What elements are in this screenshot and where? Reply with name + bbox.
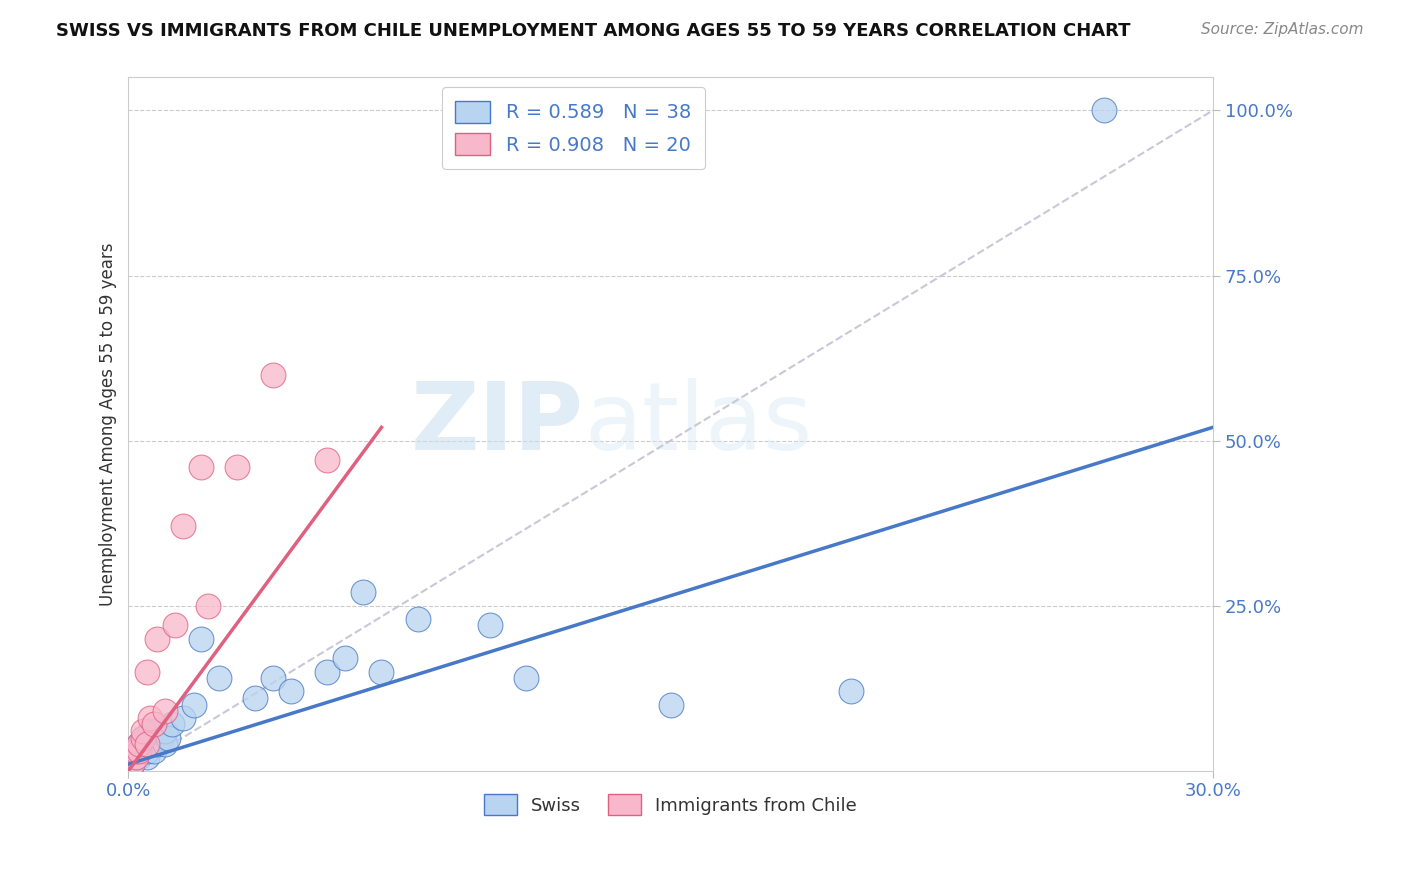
Point <box>190 460 212 475</box>
Point <box>160 717 183 731</box>
Point <box>262 368 284 382</box>
Point <box>125 750 148 764</box>
Point <box>135 744 157 758</box>
Point <box>208 671 231 685</box>
Point <box>243 691 266 706</box>
Point <box>316 453 339 467</box>
Point <box>121 757 143 772</box>
Point <box>153 724 176 739</box>
Point <box>280 684 302 698</box>
Point <box>121 757 143 772</box>
Text: ZIP: ZIP <box>411 378 583 470</box>
Point <box>128 737 150 751</box>
Point <box>197 599 219 613</box>
Point <box>135 665 157 679</box>
Point <box>132 731 155 745</box>
Point <box>128 750 150 764</box>
Y-axis label: Unemployment Among Ages 55 to 59 years: Unemployment Among Ages 55 to 59 years <box>100 243 117 606</box>
Point <box>165 618 187 632</box>
Point <box>183 698 205 712</box>
Point <box>153 704 176 718</box>
Point <box>262 671 284 685</box>
Point <box>478 618 501 632</box>
Point <box>172 519 194 533</box>
Point <box>128 744 150 758</box>
Point <box>125 744 148 758</box>
Point <box>139 737 162 751</box>
Point <box>157 731 180 745</box>
Point <box>139 724 162 739</box>
Legend: Swiss, Immigrants from Chile: Swiss, Immigrants from Chile <box>475 785 866 824</box>
Point <box>146 724 169 739</box>
Point <box>406 612 429 626</box>
Point <box>146 632 169 646</box>
Point <box>370 665 392 679</box>
Point <box>125 744 148 758</box>
Point <box>135 737 157 751</box>
Point <box>841 684 863 698</box>
Point <box>135 731 157 745</box>
Point <box>132 724 155 739</box>
Point <box>172 711 194 725</box>
Point <box>142 744 165 758</box>
Text: Source: ZipAtlas.com: Source: ZipAtlas.com <box>1201 22 1364 37</box>
Point <box>153 737 176 751</box>
Point <box>132 731 155 745</box>
Point <box>352 585 374 599</box>
Point <box>132 744 155 758</box>
Point <box>142 717 165 731</box>
Point <box>135 750 157 764</box>
Point <box>1092 103 1115 118</box>
Point <box>139 711 162 725</box>
Point <box>659 698 682 712</box>
Text: SWISS VS IMMIGRANTS FROM CHILE UNEMPLOYMENT AMONG AGES 55 TO 59 YEARS CORRELATIO: SWISS VS IMMIGRANTS FROM CHILE UNEMPLOYM… <box>56 22 1130 40</box>
Point <box>150 731 173 745</box>
Point <box>225 460 247 475</box>
Point <box>128 737 150 751</box>
Point <box>515 671 537 685</box>
Point <box>146 737 169 751</box>
Point <box>316 665 339 679</box>
Text: atlas: atlas <box>583 378 813 470</box>
Point <box>335 651 357 665</box>
Point <box>142 731 165 745</box>
Point <box>125 750 148 764</box>
Point <box>190 632 212 646</box>
